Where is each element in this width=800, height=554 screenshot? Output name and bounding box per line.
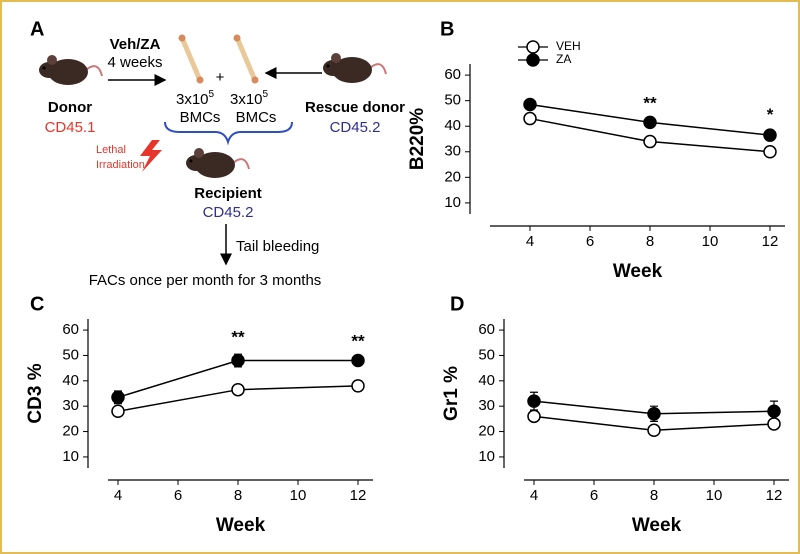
marker xyxy=(351,379,365,393)
recipient-label: Recipient xyxy=(194,185,262,202)
exponent: 5 xyxy=(263,89,269,100)
duration: 4 weeks xyxy=(107,54,162,71)
x-tick-label: 4 xyxy=(530,487,538,504)
x-tick-label: 12 xyxy=(762,233,779,250)
y-tick-label: 10 xyxy=(478,448,495,465)
marker xyxy=(647,423,661,438)
y-axis-label: B220% xyxy=(407,108,428,170)
panel-label: C xyxy=(30,293,44,315)
x-tick-label: 10 xyxy=(702,233,719,250)
panel-label: A xyxy=(30,18,44,40)
y-tick-label: 10 xyxy=(444,194,461,211)
y-tick-label: 50 xyxy=(62,346,79,363)
bmc-label: BMCs xyxy=(180,109,221,126)
legend-marker xyxy=(526,40,540,54)
x-tick-label: 4 xyxy=(526,233,534,250)
rescue-label: Rescue donor xyxy=(305,99,405,116)
marker xyxy=(767,417,781,431)
bone xyxy=(179,35,204,84)
recipient-marker: CD45.2 xyxy=(203,204,254,221)
x-tick-label: 12 xyxy=(766,487,783,504)
marker xyxy=(767,404,781,419)
significance: * xyxy=(767,105,774,124)
marker xyxy=(763,128,777,142)
x-tick-label: 6 xyxy=(586,233,594,250)
x-tick-label: 10 xyxy=(706,487,723,504)
marker xyxy=(527,409,541,424)
x-tick-label: 6 xyxy=(174,487,182,504)
y-tick-label: 30 xyxy=(62,397,79,414)
significance: ** xyxy=(231,328,245,347)
y-axis-label: CD3 % xyxy=(25,363,46,423)
x-axis-label: Week xyxy=(632,515,682,536)
marker xyxy=(523,97,537,112)
marker xyxy=(643,134,657,149)
irradiation: Irradiation xyxy=(96,159,145,171)
significance: ** xyxy=(351,331,365,350)
marker xyxy=(523,111,537,126)
y-tick-label: 40 xyxy=(62,372,79,389)
bmc-count: 3x105 xyxy=(230,89,269,108)
x-tick-label: 6 xyxy=(590,487,598,504)
lightning xyxy=(140,140,162,172)
x-axis-label: Week xyxy=(613,261,663,282)
marker xyxy=(647,407,661,421)
x-tick-label: 4 xyxy=(114,487,122,504)
y-tick-label: 50 xyxy=(444,92,461,109)
y-tick-label: 20 xyxy=(478,423,495,440)
y-tick-label: 20 xyxy=(62,423,79,440)
x-tick-label: 8 xyxy=(646,233,654,250)
donor-mouse xyxy=(38,54,103,86)
donor-label: Donor xyxy=(48,99,92,116)
count: 3x10 xyxy=(230,91,263,108)
y-axis-label: Gr1 % xyxy=(441,366,462,421)
panel-label: D xyxy=(450,293,464,315)
y-tick-label: 60 xyxy=(444,66,461,83)
y-tick-label: 40 xyxy=(444,117,461,134)
count: 3x10 xyxy=(176,91,209,108)
y-tick-label: 50 xyxy=(478,346,495,363)
legend-marker xyxy=(526,53,540,67)
marker xyxy=(527,394,541,408)
marker xyxy=(111,404,125,419)
bleeding: Tail bleeding xyxy=(236,238,319,255)
y-tick-label: 60 xyxy=(478,321,495,338)
legend-label: ZA xyxy=(556,52,571,66)
rescue-marker: CD45.2 xyxy=(330,119,381,136)
bmc-count: 3x105 xyxy=(176,89,215,108)
x-tick-label: 8 xyxy=(234,487,242,504)
marker xyxy=(231,353,245,368)
analysis: FACs once per month for 3 months xyxy=(89,272,322,289)
recipient-mouse xyxy=(185,147,250,179)
plus: + xyxy=(216,69,225,86)
x-axis-label: Week xyxy=(216,515,266,536)
x-tick-label: 10 xyxy=(290,487,307,504)
brace xyxy=(164,121,293,146)
marker xyxy=(231,382,245,397)
marker xyxy=(643,115,657,130)
marker xyxy=(763,145,777,159)
bone xyxy=(234,35,259,84)
y-tick-label: 10 xyxy=(62,448,79,465)
marker xyxy=(111,390,125,405)
irradiation: Lethal xyxy=(96,144,126,156)
exponent: 5 xyxy=(209,89,215,100)
legend-label: VEH xyxy=(556,39,581,53)
x-tick-label: 8 xyxy=(650,487,658,504)
x-tick-label: 12 xyxy=(350,487,367,504)
y-tick-label: 20 xyxy=(444,168,461,185)
y-tick-label: 40 xyxy=(478,372,495,389)
panel-label: B xyxy=(440,18,454,40)
marker xyxy=(351,353,365,368)
y-tick-label: 60 xyxy=(62,321,79,338)
bmc-label: BMCs xyxy=(236,109,277,126)
rescue-mouse xyxy=(322,52,387,84)
donor-marker: CD45.1 xyxy=(45,119,96,136)
significance: ** xyxy=(643,93,657,112)
y-tick-label: 30 xyxy=(478,397,495,414)
y-tick-label: 30 xyxy=(444,143,461,160)
treatment: Veh/ZA xyxy=(110,36,161,53)
